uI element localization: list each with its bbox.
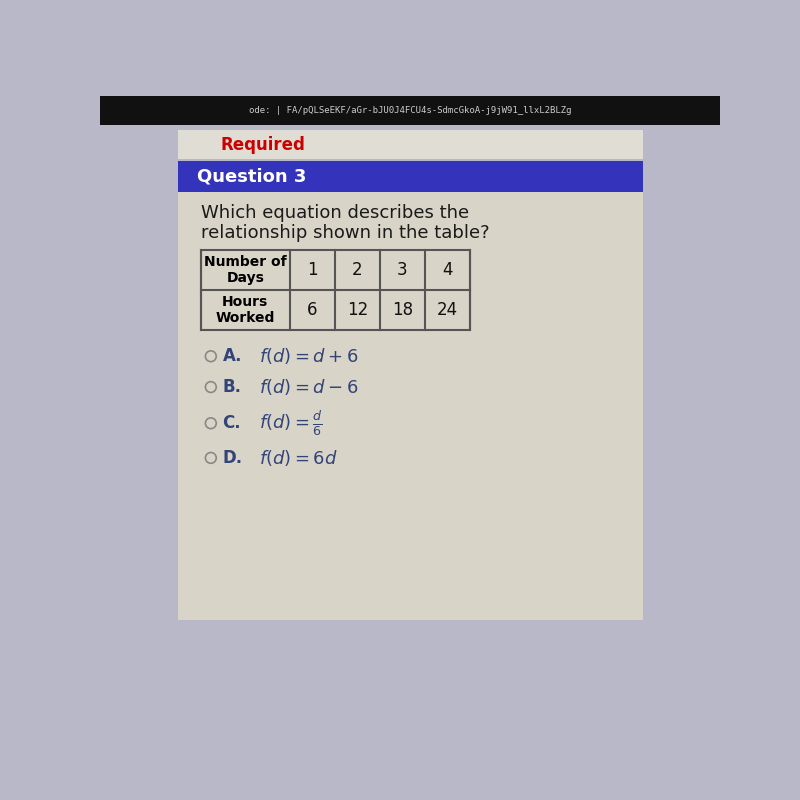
Circle shape [206,351,216,362]
Text: 3: 3 [397,261,407,279]
Text: Required: Required [220,135,305,154]
Text: 1: 1 [307,261,318,279]
Text: $f(d) = d+6$: $f(d) = d+6$ [259,346,358,366]
Text: B.: B. [222,378,242,396]
Text: Which equation describes the: Which equation describes the [201,204,469,222]
Text: 2: 2 [352,261,362,279]
Text: relationship shown in the table?: relationship shown in the table? [201,224,490,242]
Text: Question 3: Question 3 [197,168,306,186]
Text: ode: | FA/pQLSeEKF/aGr-bJU0J4FCU4s-SdmcGkoA-j9jW91_llxL2BLZg: ode: | FA/pQLSeEKF/aGr-bJU0J4FCU4s-SdmcG… [249,106,571,115]
Circle shape [206,453,216,463]
Text: 12: 12 [346,301,368,319]
Bar [100,96,720,126]
Text: 18: 18 [392,301,413,319]
Text: A.: A. [222,347,242,366]
Text: Hours
Worked: Hours Worked [216,294,275,326]
Text: $f(d) = d-6$: $f(d) = d-6$ [259,377,358,397]
Circle shape [206,418,216,429]
Text: D.: D. [222,449,242,467]
Text: 6: 6 [307,301,318,319]
Text: $f(d) = \frac{d}{6}$: $f(d) = \frac{d}{6}$ [259,409,323,438]
Text: 24: 24 [437,301,458,319]
Text: $f(d) = 6d$: $f(d) = 6d$ [259,448,338,468]
Bar [178,130,642,159]
Text: C.: C. [222,414,241,432]
Bar [178,166,642,619]
Bar [201,250,470,330]
Circle shape [206,382,216,393]
Text: 4: 4 [442,261,453,279]
Text: Number of
Days: Number of Days [204,254,286,286]
Bar [178,162,642,192]
